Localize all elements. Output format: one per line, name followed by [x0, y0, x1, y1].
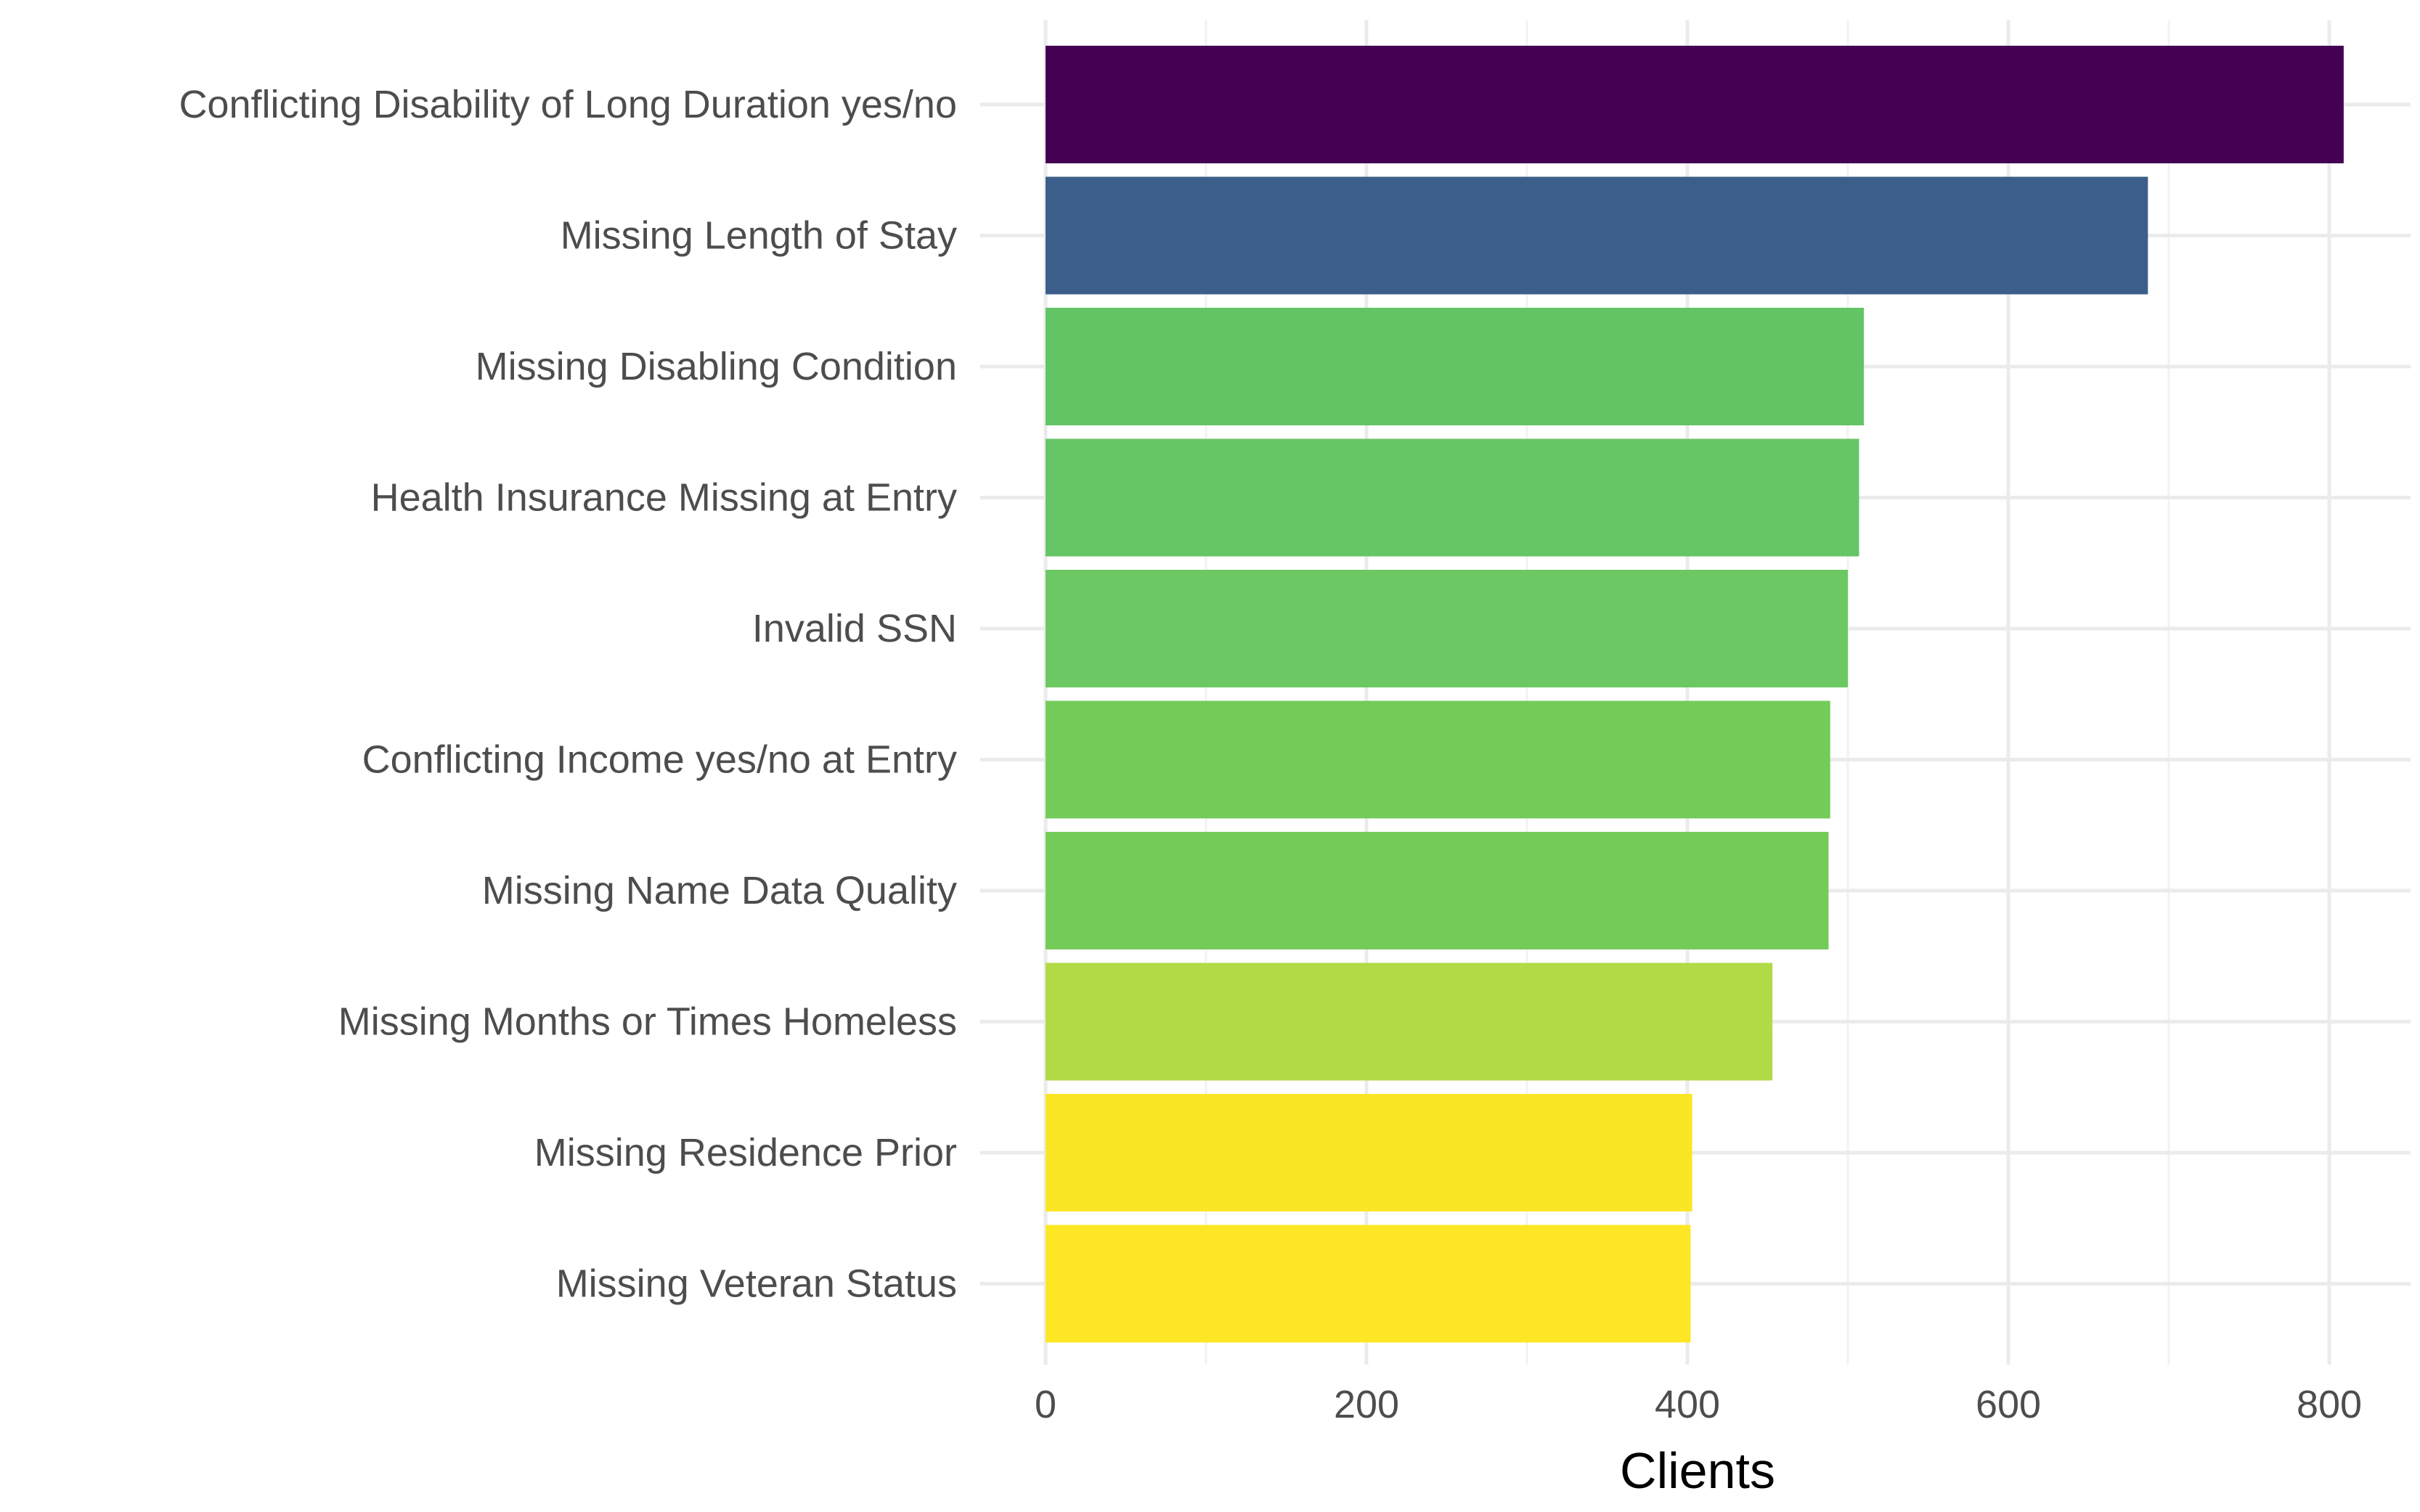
- category-label: Missing Disabling Condition: [476, 345, 957, 388]
- category-label: Health Insurance Missing at Entry: [371, 476, 957, 520]
- category-label: Conflicting Income yes/no at Entry: [362, 738, 957, 782]
- bar: [1046, 1225, 1691, 1343]
- category-label: Conflicting Disability of Long Duration …: [179, 83, 957, 126]
- x-tick-label: 400: [1655, 1383, 1720, 1426]
- x-tick-label: 200: [1334, 1383, 1399, 1426]
- category-label: Invalid SSN: [752, 607, 957, 650]
- category-label: Missing Length of Stay: [561, 214, 957, 258]
- x-axis-title: Clients: [1620, 1442, 1775, 1499]
- category-label: Missing Veteran Status: [556, 1262, 957, 1306]
- category-label: Missing Name Data Quality: [482, 869, 957, 912]
- x-tick-label: 0: [1035, 1383, 1056, 1426]
- x-tick-labels: 0 200 400 600 800: [1035, 1383, 2362, 1426]
- bar: [1046, 963, 1773, 1081]
- bar: [1046, 700, 1830, 819]
- bar: [1046, 570, 1848, 687]
- category-labels: Conflicting Disability of Long Duration …: [179, 83, 957, 1306]
- bar: [1046, 308, 1865, 425]
- bar: [1046, 438, 1859, 557]
- x-tick-label: 800: [2297, 1383, 2362, 1426]
- bar: [1046, 46, 2344, 163]
- bar: [1046, 176, 2148, 295]
- bar: [1046, 832, 1829, 949]
- bars: [1046, 46, 2344, 1343]
- category-label: Missing Months or Times Homeless: [338, 1000, 957, 1044]
- x-tick-label: 600: [1976, 1383, 2041, 1426]
- bar: [1046, 1094, 1692, 1211]
- category-label: Missing Residence Prior: [534, 1131, 957, 1174]
